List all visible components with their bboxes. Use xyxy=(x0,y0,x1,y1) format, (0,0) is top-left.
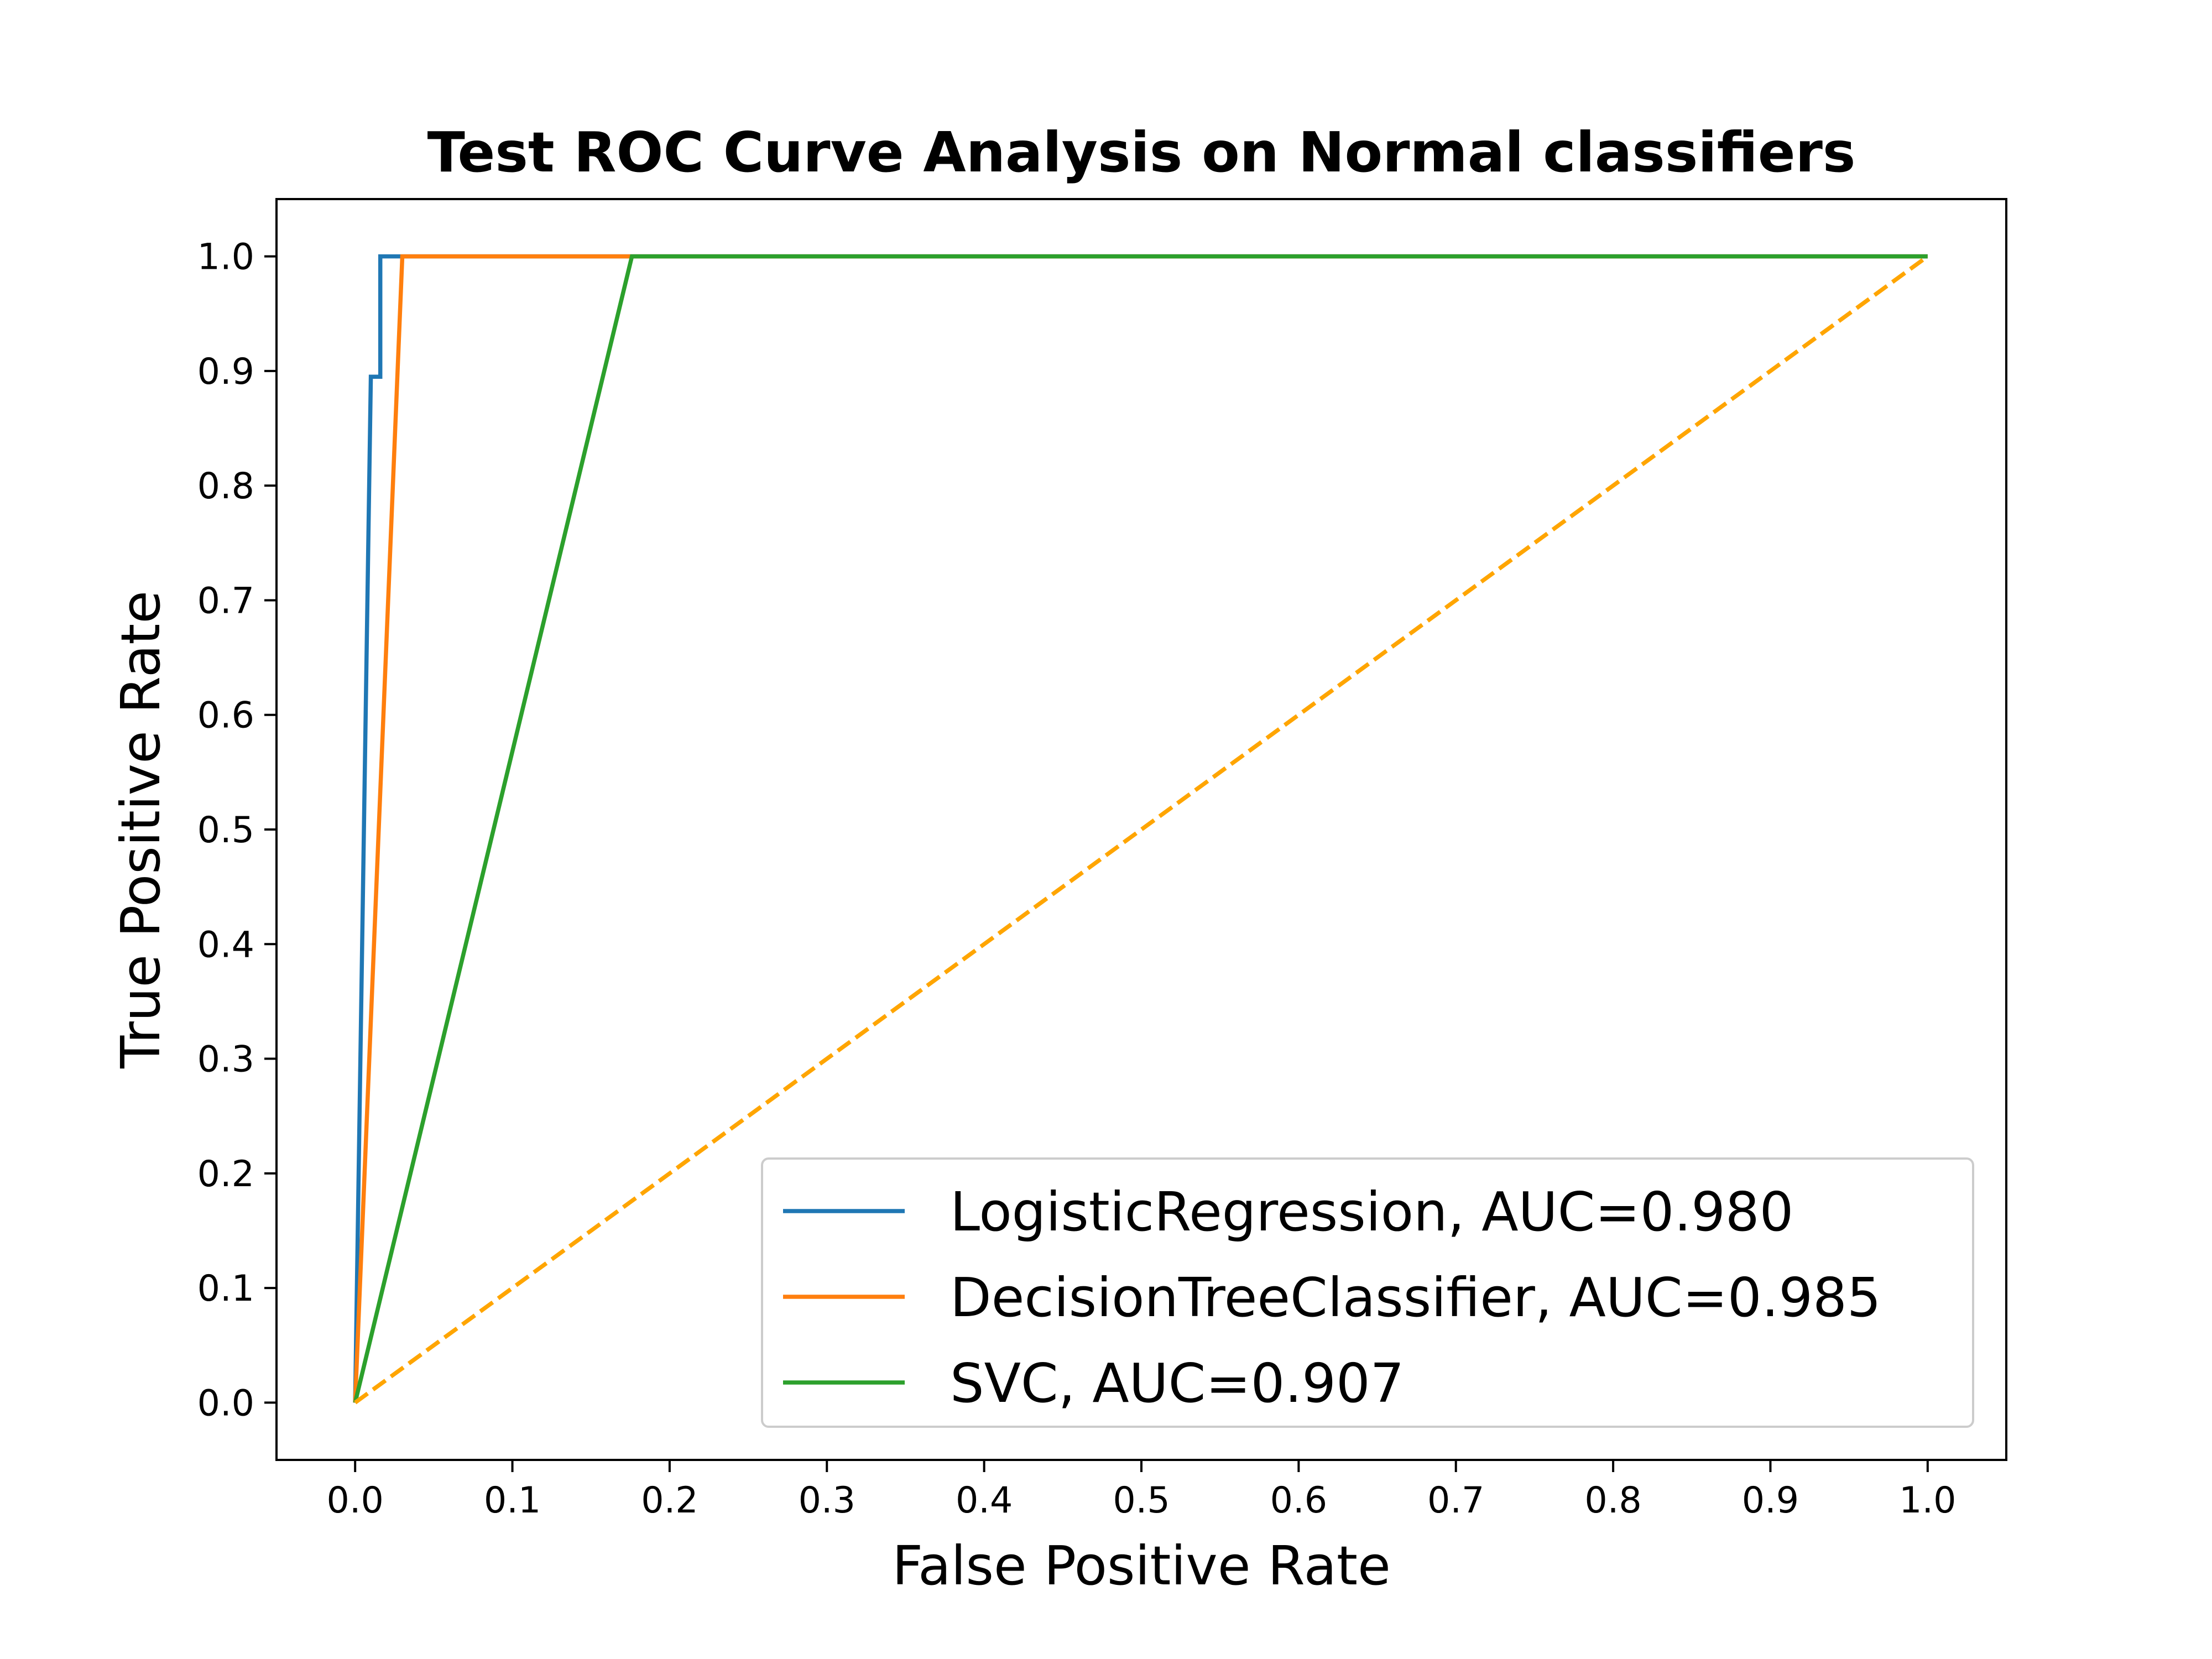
legend-label-2: SVC, AUC=0.907 xyxy=(950,1352,1404,1415)
x-tick-label: 0.2 xyxy=(641,1480,698,1521)
ticks-layer: 0.0 0.1 0.2 0.3 0.4 0.5 0.6 0.7 0.8 0.9 1.0 0.0 0.1 0… xyxy=(197,237,1957,1521)
plot-area xyxy=(353,254,1929,1405)
x-tick-label: 1.0 xyxy=(1899,1480,1956,1521)
x-tick-label: 0.1 xyxy=(484,1480,541,1521)
y-tick-label: 0.9 xyxy=(197,351,254,393)
y-tick-label: 0.4 xyxy=(197,924,254,966)
y-tick-label: 0.0 xyxy=(197,1383,254,1424)
y-tick-label: 0.7 xyxy=(197,580,254,622)
y-axis-label: True Positive Rate xyxy=(109,591,172,1069)
plot-frame xyxy=(275,198,2007,1461)
chart-title: Test ROC Curve Analysis on Normal classi… xyxy=(427,120,1856,185)
legend-box xyxy=(761,1157,1974,1428)
chance-reference-line xyxy=(353,254,1929,1405)
x-tick-label: 0.6 xyxy=(1270,1480,1327,1521)
x-tick-label: 0.3 xyxy=(799,1480,855,1521)
x-tick-label: 0.9 xyxy=(1742,1480,1799,1521)
y-tick-label: 0.6 xyxy=(197,695,254,737)
x-tick-label: 0.5 xyxy=(1113,1480,1170,1521)
legend-label-0: LogisticRegression, AUC=0.980 xyxy=(950,1181,1793,1243)
x-tick-label: 0.0 xyxy=(326,1480,383,1521)
y-tick-label: 0.8 xyxy=(197,466,254,507)
legend: LogisticRegression, AUC=0.980 DecisionTre… xyxy=(761,1157,1974,1428)
legend-label-1: DecisionTreeClassifier, AUC=0.985 xyxy=(950,1266,1881,1329)
y-tick-label: 0.5 xyxy=(197,810,254,851)
x-tick-label: 0.7 xyxy=(1427,1480,1484,1521)
x-axis-label: False Positive Rate xyxy=(892,1535,1391,1597)
x-tick-label: 0.8 xyxy=(1584,1480,1641,1521)
y-tick-label: 1.0 xyxy=(197,237,254,278)
x-tick-label: 0.4 xyxy=(956,1480,1013,1521)
y-tick-label: 0.3 xyxy=(197,1039,254,1081)
series-line-2 xyxy=(353,254,1928,1404)
y-tick-label: 0.2 xyxy=(197,1154,254,1195)
y-tick-label: 0.1 xyxy=(197,1268,254,1310)
